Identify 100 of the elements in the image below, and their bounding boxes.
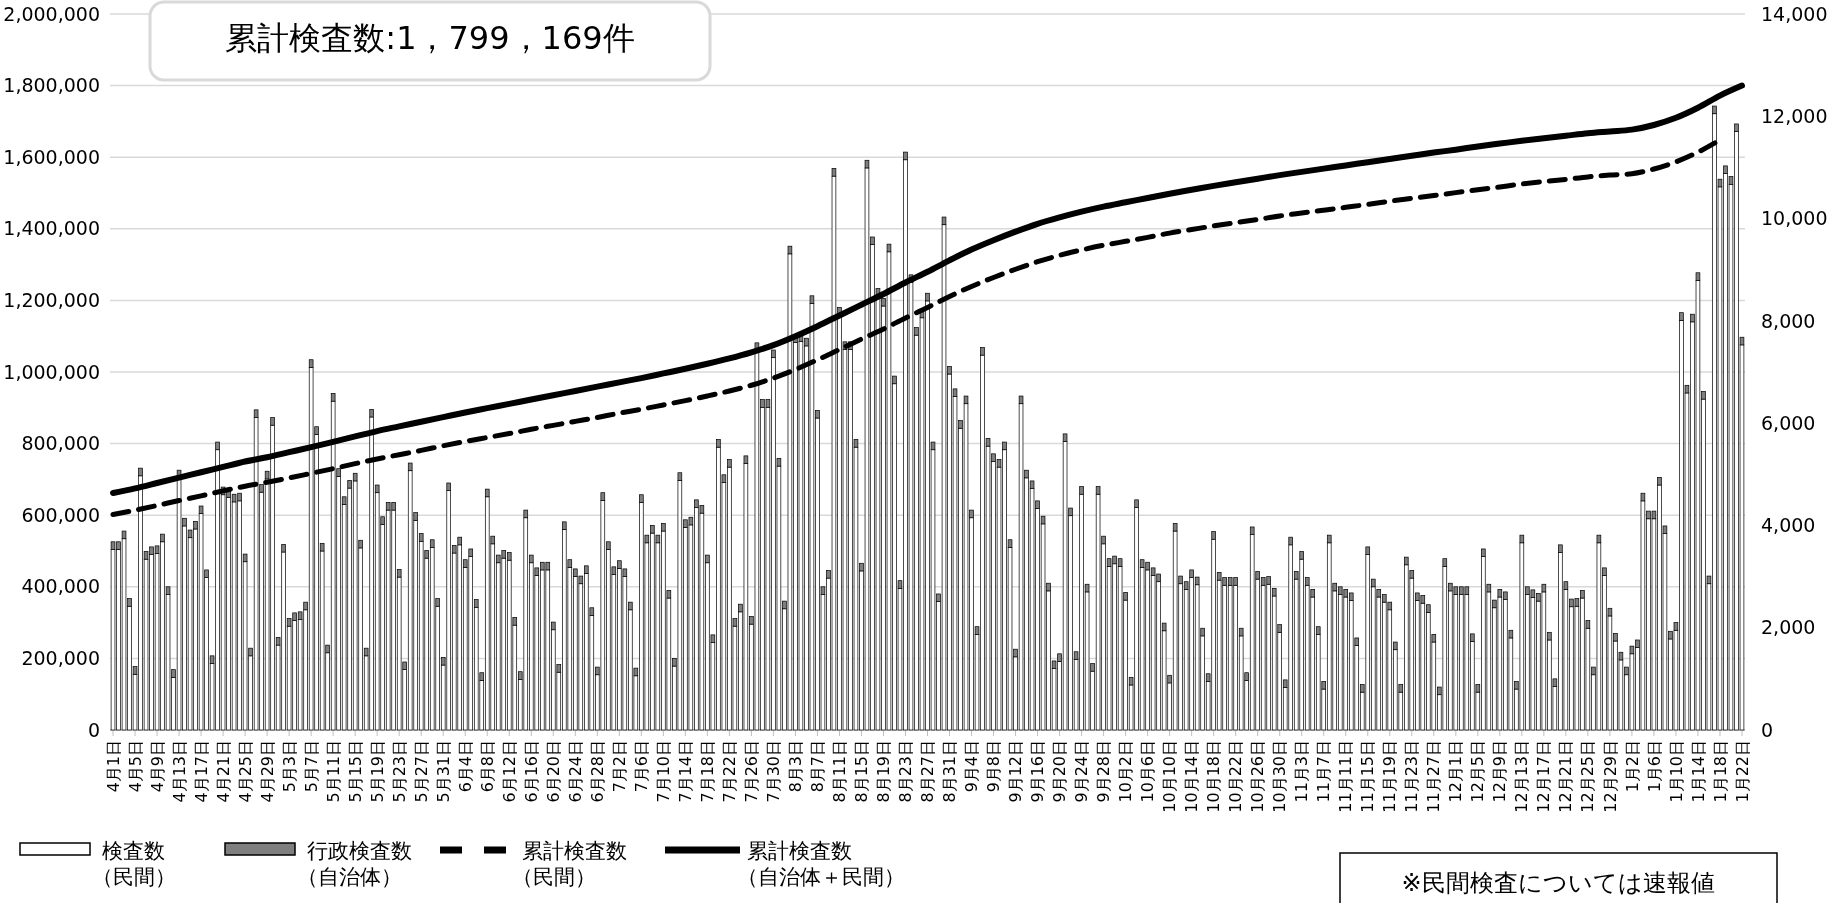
x-tick-label: 8月23日 — [896, 740, 916, 803]
legend-label: 累計検査数（民間） — [511, 839, 627, 890]
x-tick-label: 1月22日 — [1732, 740, 1752, 803]
y-tick-label: 1,200,000 — [3, 289, 100, 312]
x-tick-label: 9月24日 — [1072, 740, 1092, 803]
y-tick-label: 400,000 — [21, 575, 100, 598]
legend-label: 検査数（民間） — [91, 839, 176, 890]
legend-label: 行政検査数（自治体） — [296, 839, 412, 890]
x-tick-label: 4月1日 — [103, 740, 123, 793]
x-tick-label: 9月4日 — [962, 740, 982, 793]
x-tick-label: 10月22日 — [1226, 740, 1246, 813]
x-tick-label: 12月1日 — [1446, 740, 1466, 803]
x-tick-label: 7月22日 — [719, 740, 739, 803]
x-tick-label: 1月14日 — [1688, 740, 1708, 803]
x-tick-label: 7月26日 — [742, 740, 761, 803]
x-tick-label: 5月27日 — [411, 740, 431, 803]
x-tick-label: 11月11日 — [1336, 740, 1356, 813]
y2-tick-label: 2,000 — [1761, 616, 1816, 639]
x-tick-label: 6月4日 — [455, 740, 475, 793]
x-tick-label: 7月30日 — [764, 740, 784, 803]
x-tick-label: 12月29日 — [1600, 740, 1620, 813]
x-tick-label: 8月27日 — [918, 740, 938, 803]
x-tick-label: 8月19日 — [874, 740, 894, 803]
x-tick-label: 11月23日 — [1402, 740, 1422, 813]
x-tick-label: 6月28日 — [587, 740, 607, 803]
y2-tick-label: 14,000 — [1761, 2, 1828, 25]
x-tick-label: 8月15日 — [852, 740, 872, 803]
x-tick-label: 11月27日 — [1424, 740, 1444, 813]
x-tick-label: 4月29日 — [257, 740, 277, 803]
y2-tick-label: 0 — [1761, 718, 1774, 741]
x-tick-label: 7月18日 — [697, 740, 717, 803]
x-tick-label: 9月16日 — [1028, 740, 1048, 803]
y-tick-label: 2,000,000 — [3, 2, 100, 25]
y-tick-label: 600,000 — [21, 503, 100, 526]
x-tick-label: 6月12日 — [499, 740, 519, 803]
x-tick-label: 10月2日 — [1116, 740, 1136, 803]
x-tick-label: 9月20日 — [1050, 740, 1070, 803]
x-tick-label: 1月10日 — [1666, 740, 1686, 803]
x-tick-label: 6月24日 — [565, 740, 585, 803]
x-tick-label: 7月2日 — [609, 740, 629, 793]
y2-tick-label: 6,000 — [1761, 411, 1816, 434]
x-tick-label: 4月17日 — [191, 740, 211, 803]
x-tick-label: 11月3日 — [1292, 740, 1312, 803]
x-tick-label: 8月3日 — [786, 740, 806, 793]
text: ※民間検査については速報値 — [1401, 869, 1715, 898]
x-tick-label: 7月14日 — [675, 740, 695, 803]
y2-tick-label: 4,000 — [1761, 514, 1816, 537]
y-tick-label: 800,000 — [21, 432, 100, 455]
x-tick-label: 5月31日 — [433, 740, 453, 803]
y-tick-label: 200,000 — [21, 647, 100, 670]
x-tick-label: 7月6日 — [631, 740, 651, 793]
y-tick-label: 1,000,000 — [3, 360, 100, 383]
y2-tick-label: 8,000 — [1761, 309, 1816, 332]
x-tick-label: 5月15日 — [345, 740, 365, 803]
x-tick-label: 10月26日 — [1248, 740, 1268, 813]
x-tick-label: 12月17日 — [1534, 740, 1554, 813]
y-tick-label: 1,600,000 — [3, 145, 100, 168]
x-tick-label: 4月13日 — [169, 740, 189, 803]
chart-title: 累計検査数:1，799，169件 — [225, 19, 635, 58]
x-tick-label: 5月11日 — [323, 740, 343, 803]
y2-tick-label: 12,000 — [1761, 104, 1828, 127]
x-tick-label: 12月25日 — [1578, 740, 1598, 813]
x-tick-label: 8月11日 — [830, 740, 850, 803]
x-tick-label: 9月28日 — [1094, 740, 1114, 803]
x-tick-label: 1月18日 — [1710, 740, 1730, 803]
x-tick-label: 5月19日 — [367, 740, 387, 803]
x-tick-label: 1月2日 — [1622, 740, 1642, 793]
x-tick-label: 10月30日 — [1270, 740, 1290, 813]
x-tick-label: 9月12日 — [1006, 740, 1026, 803]
x-tick-label: 8月31日 — [940, 740, 960, 803]
y-tick-label: 1,800,000 — [3, 74, 100, 97]
x-tick-label: 5月23日 — [389, 740, 409, 803]
x-tick-label: 6月8日 — [477, 740, 497, 793]
x-tick-label: 5月7日 — [301, 740, 321, 793]
x-tick-label: 4月5日 — [125, 740, 145, 793]
y2-tick-label: 10,000 — [1761, 207, 1828, 230]
x-tick-label: 11月7日 — [1314, 740, 1334, 803]
x-tick-label: 10月18日 — [1204, 740, 1224, 813]
x-tick-label: 10月14日 — [1182, 740, 1202, 813]
y-tick-label: 0 — [87, 718, 100, 741]
x-tick-label: 9月8日 — [984, 740, 1004, 793]
x-tick-label: 4月9日 — [147, 740, 167, 793]
x-tick-label: 12月5日 — [1468, 740, 1488, 803]
x-tick-label: 11月15日 — [1358, 740, 1378, 813]
x-tick-label: 8月7日 — [808, 740, 828, 793]
x-tick-label: 5月3日 — [279, 740, 299, 793]
x-tick-label: 7月10日 — [653, 740, 673, 803]
x-tick-label: 10月10日 — [1160, 740, 1180, 813]
x-tick-label: 6月16日 — [521, 740, 541, 803]
x-tick-label: 12月9日 — [1490, 740, 1510, 803]
legend-label: 累計検査数（自治体＋民間） — [736, 839, 905, 890]
y-tick-label: 1,400,000 — [3, 217, 100, 240]
x-tick-label: 1月6日 — [1644, 740, 1664, 793]
x-tick-label: 11月19日 — [1380, 740, 1400, 813]
x-tick-label: 12月13日 — [1512, 740, 1532, 813]
x-tick-label: 10月6日 — [1138, 740, 1158, 803]
x-tick-label: 4月25日 — [235, 740, 255, 803]
x-tick-label: 6月20日 — [543, 740, 563, 803]
x-tick-label: 4月21日 — [213, 740, 233, 803]
x-tick-label: 12月21日 — [1556, 740, 1576, 813]
